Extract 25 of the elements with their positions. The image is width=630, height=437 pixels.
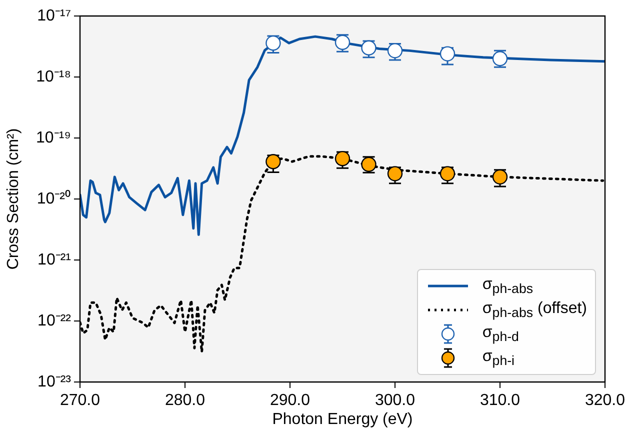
y-tick-label: 10⁻¹⁹ bbox=[36, 129, 71, 146]
point bbox=[387, 166, 403, 182]
x-tick-label: 270.0 bbox=[60, 392, 100, 410]
x-tick-label: 290.0 bbox=[270, 392, 310, 410]
legend-label: σ$_{ph-d}$ bbox=[482, 324, 519, 344]
x-axis-title: Photon Energy (eV) bbox=[272, 410, 413, 428]
point bbox=[334, 34, 350, 50]
x-tick-label: 320.0 bbox=[584, 392, 626, 410]
y-tick-label: 10⁻²³ bbox=[38, 373, 72, 390]
y-tick-label: 10⁻¹⁷ bbox=[37, 7, 72, 24]
legend-label: σ$_{ph-i}$ bbox=[482, 348, 515, 368]
y-tick-label: 10⁻¹⁸ bbox=[36, 68, 71, 86]
x-tick-label: 310.0 bbox=[480, 392, 520, 410]
legend-label: σ$_{ph-abs}$ (offset) bbox=[482, 300, 587, 320]
y-tick-label: 10⁻²¹ bbox=[38, 251, 71, 268]
y-tick-label: 10⁻²⁰ bbox=[36, 189, 71, 208]
point bbox=[266, 154, 281, 170]
point bbox=[440, 46, 456, 62]
legend-label: σ$_{ph-abs}$ bbox=[482, 276, 534, 296]
x-tick-label: 300.0 bbox=[374, 392, 416, 410]
point bbox=[440, 166, 456, 182]
y-axis-title: Cross Section (cm²) bbox=[5, 128, 22, 270]
point bbox=[361, 40, 376, 56]
x-tick-label: 280.0 bbox=[164, 392, 206, 410]
y-tick-label: 10⁻²² bbox=[38, 312, 72, 330]
